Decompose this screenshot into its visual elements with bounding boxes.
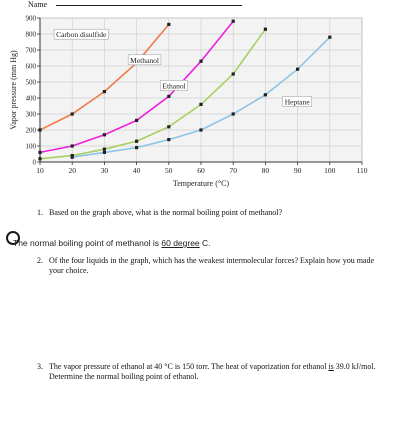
question-3-text: The vapor pressure of ethanol at 40 °C i… (49, 362, 387, 382)
x-tick-label: 90 (294, 166, 302, 175)
answer-row: The normal boiling point of methanol is … (6, 230, 396, 250)
series-point-0 (167, 22, 171, 26)
series-point-3 (102, 150, 106, 154)
series-point-2 (167, 125, 171, 129)
x-tick-label: 70 (229, 166, 237, 175)
y-tick-label: 300 (26, 111, 37, 119)
series-label-box-1 (127, 54, 162, 66)
series-point-2 (231, 72, 235, 76)
x-tick-label: 80 (262, 166, 270, 175)
series-label-box-2 (160, 80, 188, 91)
y-axis-title: Vapor pressure (mm Hg) (9, 50, 18, 130)
x-tick-label: 110 (357, 166, 368, 175)
question-3-text-after: 39.0 kJ/mol. Determine the normal boilin… (49, 362, 376, 381)
y-tick-label: 200 (26, 127, 37, 135)
x-tick-label: 30 (101, 166, 109, 175)
answer-prefix: The normal boiling point of methanol is (13, 238, 162, 248)
question-1-text: Based on the graph above, what is the no… (49, 208, 283, 217)
series-point-2 (38, 157, 42, 161)
series-point-3 (70, 155, 74, 159)
x-tick-label: 40 (133, 166, 141, 175)
y-tick-label: 900 (26, 15, 37, 23)
question-3-text-before: The vapor pressure of ethanol at 40 °C i… (49, 362, 329, 371)
y-tick-label: 600 (26, 63, 37, 71)
series-label-0: Carbon disulfide (56, 30, 107, 39)
series-point-0 (38, 128, 42, 132)
answer-circle-icon[interactable] (6, 231, 20, 245)
y-tick-label: 800 (26, 31, 37, 39)
series-point-3 (296, 67, 300, 71)
question-3-link[interactable]: is (328, 362, 334, 371)
series-point-3 (328, 35, 332, 39)
x-tick-label: 100 (324, 166, 336, 175)
x-tick-label: 10 (36, 166, 44, 175)
answer-text[interactable]: The normal boiling point of methanol is … (13, 238, 211, 248)
series-point-1 (102, 133, 106, 137)
series-line-2 (39, 28, 267, 160)
series-point-3 (231, 112, 235, 116)
series-point-0 (102, 90, 106, 94)
series-point-1 (167, 94, 171, 98)
series-point-3 (263, 93, 267, 97)
question-1-number: 1. (37, 208, 43, 217)
series-label-box-0 (53, 28, 109, 40)
question-2-number: 2. (37, 256, 43, 265)
x-axis-title: Temperature (°C) (173, 179, 230, 188)
series-point-3 (167, 138, 171, 142)
series-point-0 (70, 112, 74, 116)
series-label-1: Methanol (130, 56, 159, 65)
series-point-1 (231, 19, 235, 23)
chart-svg: 10 20 30 40 50 60 70 80 90 100 110 0 100 200 300 400 500… (9, 15, 368, 189)
series-point-3 (135, 146, 139, 150)
y-tick-label: 0 (33, 159, 37, 167)
y-tick-label: 100 (26, 143, 37, 151)
x-tick-label: 60 (197, 166, 205, 175)
series-point-1 (70, 144, 74, 148)
series-point-2 (199, 102, 203, 106)
series-point-2 (102, 147, 106, 151)
series-point-2 (263, 27, 267, 31)
series-point-2 (135, 139, 139, 143)
answer-highlight: 60 degree (161, 238, 200, 248)
series-label-3: Heptane (285, 97, 311, 106)
question-2-text: Of the four liquids in the graph, which … (49, 256, 375, 275)
y-tick-label: 700 (26, 47, 37, 55)
name-line (56, 5, 242, 6)
series-point-1 (199, 59, 203, 63)
x-tick-label: 20 (68, 166, 76, 175)
series-point-3 (199, 128, 203, 132)
y-tick-label: 400 (26, 95, 37, 103)
series-label-2: Ethanol (162, 81, 185, 90)
series-point-1 (38, 150, 42, 154)
series-point-1 (135, 118, 139, 122)
answer-suffix: C. (199, 238, 211, 248)
question-3-number: 3. (37, 362, 43, 371)
y-tick-label: 500 (26, 79, 37, 87)
x-tick-label: 50 (165, 166, 173, 175)
series-label-box-3 (282, 96, 312, 107)
name-label: Name (28, 0, 48, 9)
vapor-pressure-chart: 10 20 30 40 50 60 70 80 90 100 110 0 100 200 300 400 500… (0, 10, 408, 200)
